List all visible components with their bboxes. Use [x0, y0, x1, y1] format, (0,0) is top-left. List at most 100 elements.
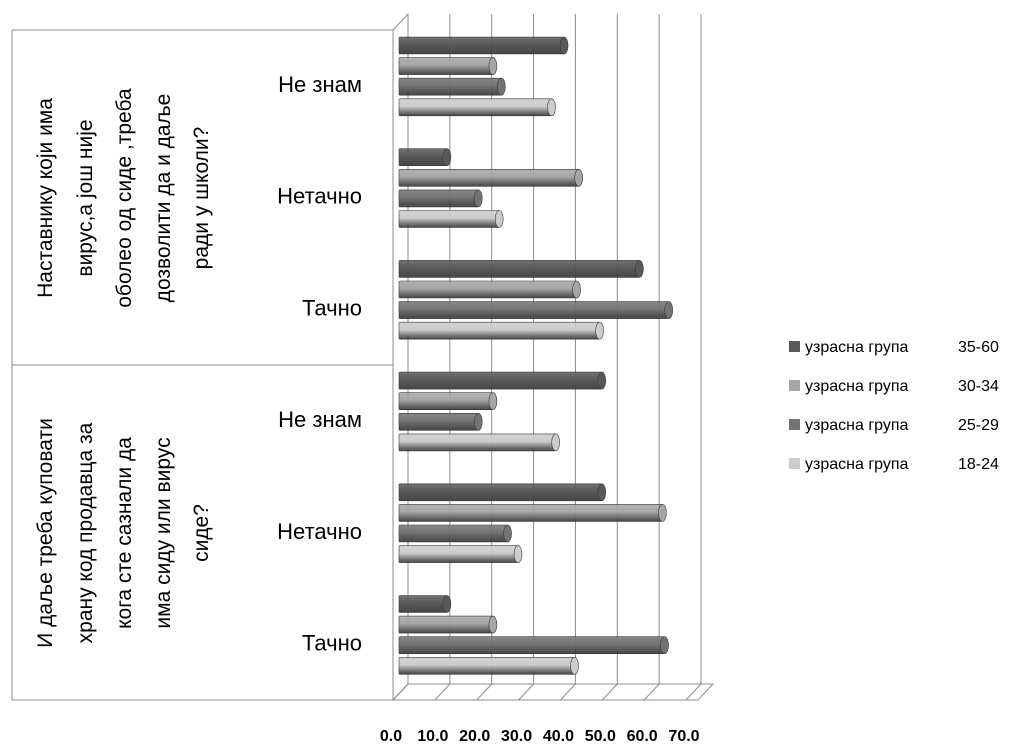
- bar: [398, 412, 479, 431]
- category-label: Нетачно: [277, 184, 362, 209]
- bar: [398, 57, 494, 75]
- bar-end: [551, 433, 560, 452]
- category-label: Не знам: [278, 72, 362, 97]
- bar-end: [496, 77, 506, 96]
- bar: [398, 595, 448, 613]
- bar-end: [664, 301, 674, 319]
- legend-swatch: [789, 380, 800, 391]
- bar: [398, 301, 670, 319]
- x-tick-label: 20.0: [459, 728, 490, 745]
- bar: [398, 169, 580, 187]
- group-label-line: И даље треба куповати: [34, 418, 57, 648]
- x-tick-label: 10.0: [417, 728, 448, 745]
- gridline-floor: [392, 683, 409, 701]
- legend-range: 25-29: [958, 417, 999, 434]
- bar-end: [503, 524, 512, 543]
- x-tick-label: 0.0: [380, 728, 402, 745]
- bar: [398, 433, 556, 452]
- bar: [398, 77, 502, 96]
- x-tick-label: 50.0: [585, 728, 616, 745]
- floor: [391, 683, 715, 701]
- category-label: Тачно: [302, 631, 362, 656]
- legend-range: 18-24: [958, 456, 999, 473]
- bar-end: [473, 189, 483, 208]
- gridline-floor: [560, 683, 576, 701]
- legend-range: 30-34: [958, 378, 999, 395]
- bar-end: [442, 595, 452, 613]
- bar-end: [572, 280, 581, 299]
- x-tick-label: 60.0: [627, 728, 658, 745]
- category-label: Нетачно: [277, 519, 362, 544]
- bar-end: [597, 371, 607, 390]
- bar-end: [494, 210, 504, 228]
- bar: [398, 36, 565, 55]
- bar-end: [660, 636, 669, 655]
- bars: [398, 36, 674, 675]
- bar-end: [597, 483, 607, 502]
- gridline-floor: [685, 683, 702, 701]
- group-label-line: кога сте сазнали да: [113, 437, 136, 629]
- x-tick-label: 30.0: [501, 728, 532, 745]
- bar-end: [658, 504, 667, 522]
- bar-end: [488, 615, 498, 634]
- legend-swatch: [789, 341, 800, 352]
- bar: [398, 524, 508, 543]
- legend-swatch: [789, 419, 800, 430]
- bar: [398, 656, 575, 675]
- legend-label: узрасна група: [805, 456, 909, 473]
- group-label-line: сиде?: [190, 504, 213, 562]
- bar-end: [547, 98, 556, 117]
- group-label-line: храну код продавца за: [74, 422, 97, 643]
- bar: [398, 636, 665, 655]
- gridline-floor: [643, 683, 660, 701]
- legend: узрасна група 35-60 узрасна група 30-34 узра…: [789, 339, 999, 473]
- bar: [398, 321, 600, 340]
- bar: [398, 189, 479, 208]
- bar-end: [574, 169, 584, 187]
- group-label-line: ради у школи?: [190, 127, 213, 270]
- group-label-line: Наставнику који има: [34, 98, 57, 298]
- bar: [398, 545, 519, 563]
- legend-label: узрасна група: [805, 378, 909, 395]
- bar: [398, 210, 500, 228]
- bar: [398, 615, 494, 634]
- bar-end: [635, 260, 644, 278]
- bar: [398, 280, 577, 299]
- bar-end: [595, 321, 604, 340]
- legend-label: узрасна група: [805, 339, 909, 356]
- bar: [398, 148, 448, 166]
- bar: [398, 483, 603, 502]
- bar: [398, 98, 552, 117]
- legend-range: 35-60: [958, 339, 999, 356]
- group-label-line: вирус,а још није: [74, 119, 97, 276]
- bar-end: [473, 412, 483, 431]
- category-label: Тачно: [302, 295, 362, 320]
- group-label-line: има сиду или вирус: [152, 437, 175, 628]
- gridline-floor: [476, 683, 493, 701]
- bar-end: [442, 148, 452, 166]
- x-axis-ticks: 0.0 10.0 20.0 30.0 40.0 50.0 60.0 70.0: [380, 728, 700, 745]
- x-tick-label: 40.0: [543, 728, 574, 745]
- bar-end: [570, 656, 579, 675]
- bar: [398, 392, 494, 411]
- bar-end: [488, 57, 498, 75]
- bar: [398, 371, 603, 390]
- legend-label: узрасна група: [805, 417, 909, 434]
- gridline-floor: [601, 683, 618, 701]
- legend-swatch: [789, 458, 800, 469]
- bar-end: [559, 36, 569, 55]
- bar-end: [488, 392, 498, 411]
- gridline-floor: [434, 683, 451, 701]
- group-labels: Наставнику који има вирус,а још није оболе…: [34, 88, 213, 648]
- category-labels: Не знам Нетачно Тачно Не знам Нетачно Тачно: [277, 72, 362, 656]
- bar-end: [513, 545, 523, 563]
- group-label-line: дозволити да и даље: [152, 94, 175, 303]
- x-tick-label: 70.0: [668, 728, 699, 745]
- gridlines: [392, 14, 702, 701]
- bar: [398, 260, 640, 278]
- group-label-line: оболео од сиде ,треба: [113, 88, 136, 308]
- category-label: Не знам: [278, 407, 362, 432]
- gridline-floor: [518, 683, 534, 701]
- bar: [398, 504, 663, 522]
